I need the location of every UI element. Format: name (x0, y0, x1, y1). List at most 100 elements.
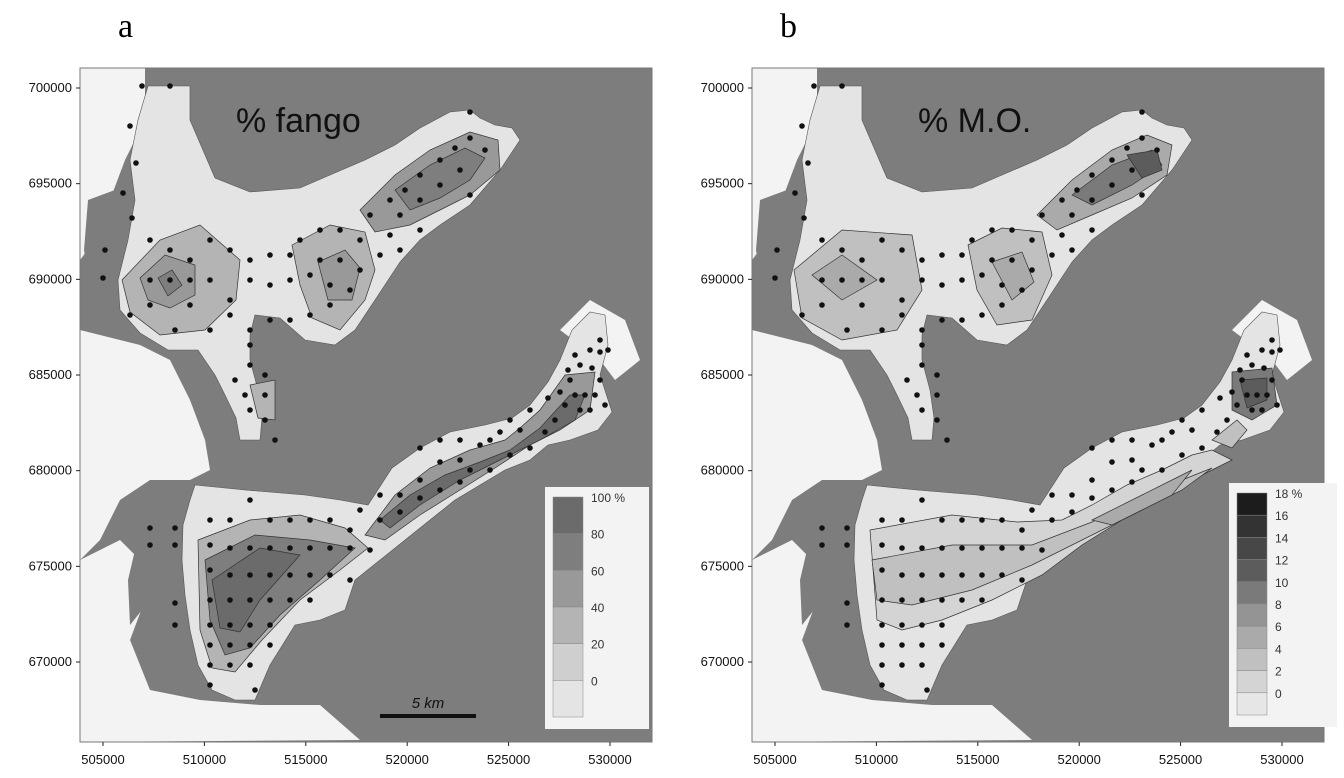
sampling-station (545, 395, 551, 401)
sampling-station (934, 417, 940, 423)
sampling-station (272, 437, 278, 443)
sampling-station (959, 277, 965, 283)
sampling-station (979, 572, 985, 578)
sampling-station (1229, 389, 1235, 395)
sampling-station (347, 545, 353, 551)
sampling-station (482, 147, 488, 153)
contour-zone-9 (1090, 469, 1193, 526)
legend-label: 18 % (1275, 487, 1303, 501)
sampling-station (1039, 212, 1045, 218)
sampling-station (1169, 429, 1175, 435)
legend-label: 100 % (591, 491, 625, 505)
sampling-station (1059, 197, 1065, 203)
sampling-station (1189, 427, 1195, 433)
sampling-station (207, 567, 213, 573)
contour-zone-8 (871, 467, 1213, 606)
sampling-station (307, 517, 313, 523)
legend-swatch (1236, 670, 1268, 694)
sampling-station (477, 442, 483, 448)
sampling-station (1089, 495, 1095, 501)
legend-label: 12 (1275, 554, 1289, 568)
y-tick-label: 700000 (701, 80, 744, 95)
sampling-station (899, 312, 905, 318)
sampling-station (819, 525, 825, 531)
sampling-station (457, 167, 463, 173)
panel-a-map: % fango 700000 695000 690000 685000 680000 675… (29, 67, 653, 767)
sampling-station (879, 642, 885, 648)
y-tick-label: 700000 (29, 80, 72, 95)
sampling-station (307, 572, 313, 578)
sampling-station (899, 662, 905, 668)
sampling-station (227, 642, 233, 648)
sampling-station (1179, 417, 1185, 423)
sampling-station (1129, 437, 1135, 443)
sampling-station (1109, 182, 1115, 188)
sampling-station (167, 83, 173, 89)
sampling-station (919, 642, 925, 648)
sampling-station (172, 542, 178, 548)
sampling-station (899, 517, 905, 523)
sampling-station (1269, 377, 1275, 383)
sampling-station (879, 237, 885, 243)
sampling-station (1159, 437, 1165, 443)
sampling-station (467, 135, 473, 141)
sampling-station (899, 572, 905, 578)
sampling-station (1139, 467, 1145, 473)
sampling-station (999, 545, 1005, 551)
sampling-station (247, 342, 253, 348)
contour-zone-12 (249, 379, 276, 421)
sampling-station (1069, 492, 1075, 498)
sampling-station (397, 509, 403, 515)
sampling-station (919, 545, 925, 551)
sampling-station (919, 277, 925, 283)
sampling-station (1039, 547, 1045, 553)
sampling-station (792, 190, 798, 196)
sampling-station (527, 445, 533, 451)
sampling-station (879, 327, 885, 333)
y-tick-label: 670000 (29, 654, 72, 669)
sampling-station (799, 312, 805, 318)
sampling-station (337, 227, 343, 233)
sampling-station (437, 157, 443, 163)
sampling-station (397, 247, 403, 253)
legend-label: 2 (1275, 665, 1282, 679)
sampling-station (919, 497, 925, 503)
island (756, 190, 790, 285)
legend: 18 % 16 14 12 10 8 6 4 2 0 (1229, 483, 1337, 727)
sampling-station (979, 312, 985, 318)
sampling-station (969, 237, 975, 243)
sampling-station (327, 302, 333, 308)
y-tick-label: 685000 (29, 367, 72, 382)
sampling-station (899, 297, 905, 303)
sampling-station (899, 247, 905, 253)
sampling-station (457, 457, 463, 463)
sampling-station (939, 317, 945, 323)
sampling-station (147, 542, 153, 548)
sampling-station (999, 282, 1005, 288)
x-tick-label: 525000 (1159, 752, 1202, 767)
y-tick-label: 695000 (701, 176, 744, 191)
sampling-station (247, 597, 253, 603)
sampling-station (577, 362, 583, 368)
sampling-station (317, 257, 323, 263)
sampling-station (572, 352, 578, 358)
sampling-station (939, 572, 945, 578)
legend-label: 20 (591, 638, 605, 652)
legend-swatch (552, 606, 584, 644)
map-title: % fango (236, 102, 361, 140)
sampling-station (327, 517, 333, 523)
legend-swatch (1236, 603, 1268, 627)
legend-swatch (1236, 581, 1268, 605)
sampling-station (287, 277, 293, 283)
sampling-station (1269, 349, 1275, 355)
legend-swatch (1236, 625, 1268, 649)
sampling-station (959, 545, 965, 551)
sampling-station (1149, 442, 1155, 448)
sampling-station (262, 392, 268, 398)
sampling-station (979, 597, 985, 603)
sampling-station (207, 542, 213, 548)
legend-swatch (1236, 514, 1268, 538)
sampling-station (939, 642, 945, 648)
map-frame (751, 67, 1325, 743)
sampling-station (367, 212, 373, 218)
